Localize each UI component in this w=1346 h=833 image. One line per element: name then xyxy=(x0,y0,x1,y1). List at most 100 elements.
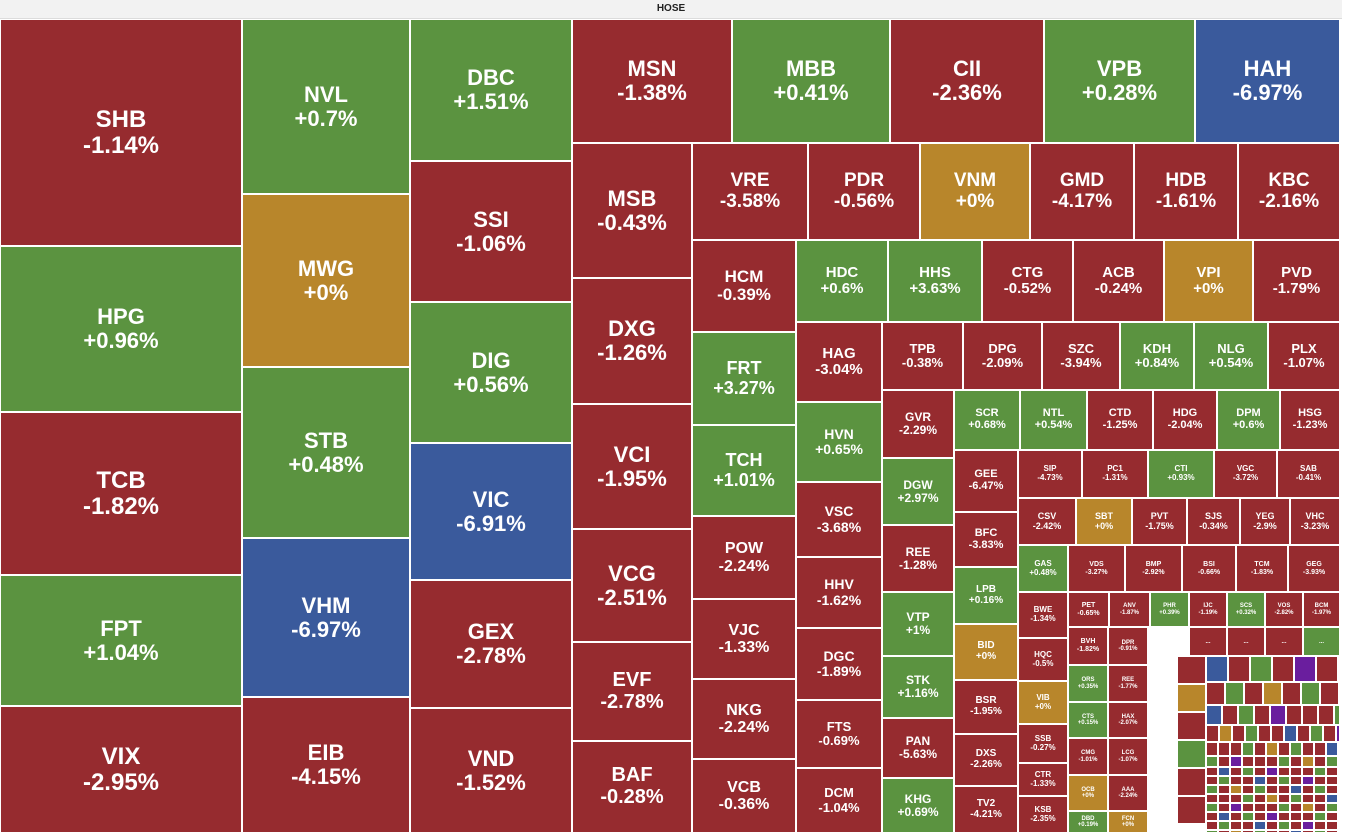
tile-tcm[interactable]: TCM -1.83% xyxy=(1236,545,1288,592)
tile-frt[interactable]: FRT +3.27% xyxy=(692,332,796,425)
tile-bid[interactable]: BID +0% xyxy=(954,624,1018,680)
tile-msb[interactable]: MSB -0.43% xyxy=(572,143,692,278)
tile-hsg[interactable]: HSG -1.23% xyxy=(1280,390,1340,450)
tile-gmd[interactable]: GMD -4.17% xyxy=(1030,143,1134,240)
tile-small[interactable] xyxy=(1282,682,1301,705)
tile-hax[interactable]: HAX -2.07% xyxy=(1108,702,1148,738)
tile-vjc[interactable]: VJC -1.33% xyxy=(692,599,796,679)
tile-small[interactable] xyxy=(1316,656,1338,682)
tile-fts[interactable]: FTS -0.69% xyxy=(796,700,882,768)
tile-small[interactable] xyxy=(1177,684,1206,712)
tile-small[interactable] xyxy=(1302,776,1314,785)
tile-small[interactable] xyxy=(1290,756,1302,767)
tile-small[interactable] xyxy=(1286,705,1302,725)
tile-small[interactable] xyxy=(1302,794,1314,803)
tile-small[interactable] xyxy=(1326,776,1338,785)
tile-bvh[interactable]: BVH -1.82% xyxy=(1068,627,1108,665)
tile-evf[interactable]: EVF -2.78% xyxy=(572,642,692,741)
tile-small[interactable] xyxy=(1290,803,1302,812)
tile-small[interactable] xyxy=(1326,821,1338,830)
tile-pdr[interactable]: PDR -0.56% xyxy=(808,143,920,240)
tile-small[interactable] xyxy=(1314,785,1326,794)
tile-small[interactable] xyxy=(1314,794,1326,803)
tile-small[interactable]: ... xyxy=(1189,627,1227,656)
tile-small[interactable] xyxy=(1238,705,1254,725)
tile-vcb[interactable]: VCB -0.36% xyxy=(692,759,796,833)
tile-small[interactable] xyxy=(1206,767,1218,776)
tile-vpb[interactable]: VPB +0.28% xyxy=(1044,19,1195,143)
tile-cts[interactable]: CTS +0.15% xyxy=(1068,702,1108,738)
tile-small[interactable] xyxy=(1206,821,1218,830)
tile-small[interactable] xyxy=(1242,821,1254,830)
tile-small[interactable] xyxy=(1219,725,1232,742)
tile-small[interactable] xyxy=(1242,742,1254,756)
tile-aaa[interactable]: AAA -2.24% xyxy=(1108,775,1148,811)
tile-small[interactable] xyxy=(1242,776,1254,785)
tile-small[interactable] xyxy=(1254,785,1266,794)
tile-small[interactable] xyxy=(1278,756,1290,767)
tile-khg[interactable]: KHG +0.69% xyxy=(882,778,954,833)
tile-small[interactable] xyxy=(1254,776,1266,785)
tile-small[interactable] xyxy=(1254,756,1266,767)
tile-small[interactable] xyxy=(1266,794,1278,803)
tile-dpm[interactable]: DPM +0.6% xyxy=(1217,390,1280,450)
tile-szc[interactable]: SZC -3.94% xyxy=(1042,322,1120,390)
tile-ree[interactable]: REE -1.77% xyxy=(1108,665,1148,702)
tile-small[interactable] xyxy=(1326,812,1338,821)
tile-small[interactable] xyxy=(1314,821,1326,830)
tile-vre[interactable]: VRE -3.58% xyxy=(692,143,808,240)
tile-small[interactable] xyxy=(1272,656,1294,682)
tile-vnd[interactable]: VND -1.52% xyxy=(410,708,572,833)
tile-pvt[interactable]: PVT -1.75% xyxy=(1132,498,1187,545)
tile-small[interactable] xyxy=(1266,812,1278,821)
tile-small[interactable] xyxy=(1230,742,1242,756)
tile-geg[interactable]: GEG -3.93% xyxy=(1288,545,1340,592)
tile-small[interactable] xyxy=(1323,725,1336,742)
tile-csv[interactable]: CSV -2.42% xyxy=(1018,498,1076,545)
tile-ssi[interactable]: SSI -1.06% xyxy=(410,161,572,302)
tile-small[interactable] xyxy=(1230,803,1242,812)
tile-small[interactable] xyxy=(1206,803,1218,812)
tile-vhm[interactable]: VHM -6.97% xyxy=(242,538,410,697)
tile-hdg[interactable]: HDG -2.04% xyxy=(1153,390,1217,450)
tile-small[interactable] xyxy=(1326,767,1338,776)
tile-small[interactable] xyxy=(1302,812,1314,821)
tile-ree[interactable]: REE -1.28% xyxy=(882,525,954,592)
tile-small[interactable] xyxy=(1302,785,1314,794)
tile-small[interactable] xyxy=(1254,767,1266,776)
tile-small[interactable] xyxy=(1338,776,1340,785)
tile-pow[interactable]: POW -2.24% xyxy=(692,516,796,599)
tile-small[interactable] xyxy=(1254,742,1266,756)
tile-small[interactable] xyxy=(1266,756,1278,767)
tile-ocb[interactable]: OCB +0% xyxy=(1068,775,1108,811)
tile-small[interactable] xyxy=(1326,742,1338,756)
tile-small[interactable] xyxy=(1338,742,1340,756)
tile-small[interactable] xyxy=(1314,767,1326,776)
tile-small[interactable] xyxy=(1258,725,1271,742)
tile-small[interactable] xyxy=(1242,767,1254,776)
tile-small[interactable] xyxy=(1206,682,1225,705)
tile-small[interactable] xyxy=(1177,656,1206,684)
tile-hdb[interactable]: HDB -1.61% xyxy=(1134,143,1238,240)
tile-bmp[interactable]: BMP -2.92% xyxy=(1125,545,1182,592)
tile-small[interactable] xyxy=(1339,682,1341,705)
tile-small[interactable] xyxy=(1290,812,1302,821)
tile-small[interactable] xyxy=(1228,656,1250,682)
tile-dcm[interactable]: DCM -1.04% xyxy=(796,768,882,833)
tile-ors[interactable]: ORS +0.35% xyxy=(1068,665,1108,702)
tile-eib[interactable]: EIB -4.15% xyxy=(242,697,410,833)
tile-small[interactable] xyxy=(1334,705,1340,725)
tile-small[interactable] xyxy=(1263,682,1282,705)
tile-hcm[interactable]: HCM -0.39% xyxy=(692,240,796,332)
tile-nlg[interactable]: NLG +0.54% xyxy=(1194,322,1268,390)
tile-small[interactable] xyxy=(1218,794,1230,803)
tile-small[interactable] xyxy=(1290,785,1302,794)
tile-hdc[interactable]: HDC +0.6% xyxy=(796,240,888,322)
tile-vcg[interactable]: VCG -2.51% xyxy=(572,529,692,642)
tile-msn[interactable]: MSN -1.38% xyxy=(572,19,732,143)
tile-small[interactable] xyxy=(1338,767,1340,776)
tile-lcg[interactable]: LCG -1.07% xyxy=(1108,738,1148,775)
tile-small[interactable] xyxy=(1338,794,1340,803)
tile-small[interactable] xyxy=(1338,656,1340,682)
tile-small[interactable] xyxy=(1326,803,1338,812)
